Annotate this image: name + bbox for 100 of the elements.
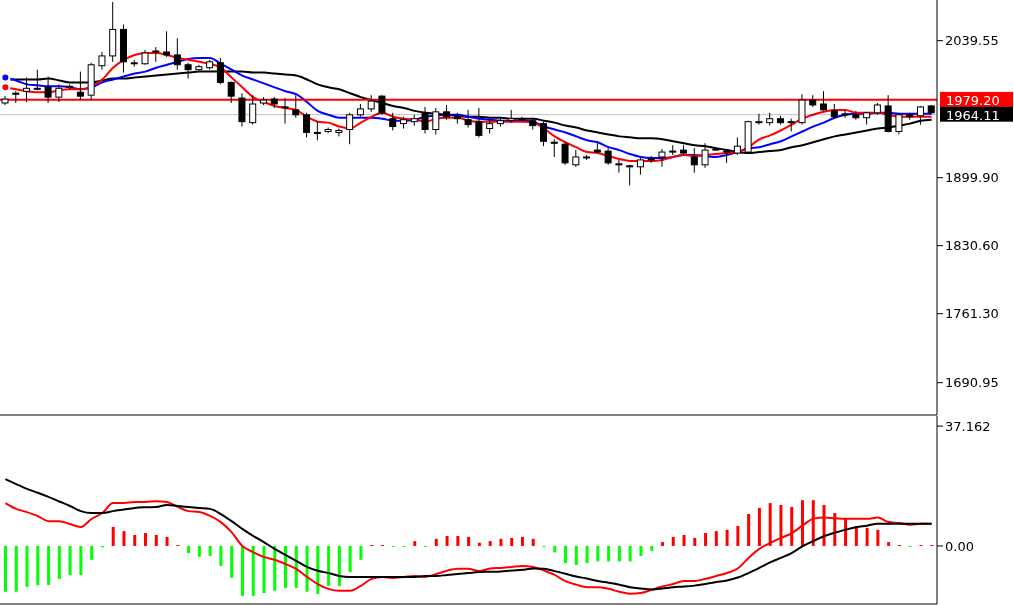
bar [111,526,115,546]
bar [574,545,578,565]
bar [704,533,708,546]
candlestick [281,97,289,125]
candlestick [421,106,429,134]
bar [456,535,460,546]
y-tick-label: 0.00 [945,538,974,554]
bar [585,545,589,564]
bar [564,545,568,564]
bar [413,541,417,546]
candlestick [475,107,483,138]
candlestick [561,141,569,166]
bar [553,545,557,553]
bar [607,545,611,562]
bar [682,534,686,546]
candlestick [163,30,171,58]
bar [725,529,729,546]
bar [262,545,266,594]
y-tick-label: 1690.95 [945,375,999,391]
candlestick [227,80,235,104]
candlestick [690,147,698,174]
bar [747,514,751,546]
y-tick-label: 2039.55 [945,33,999,49]
y-tick-label: 1761.30 [945,306,999,322]
candlestick [313,121,321,141]
candlestick [798,93,806,126]
candlestick [173,37,181,71]
bar [327,545,331,586]
bar [57,545,61,579]
bar [359,545,363,560]
bar [714,531,718,546]
bar [467,536,471,546]
y-tick-label: 37.162 [945,418,991,434]
candlestick [44,76,52,104]
bar [520,536,524,546]
candlestick [292,94,300,119]
bar [854,525,858,546]
bar [865,527,869,546]
candlestick [518,116,526,123]
bar [219,545,223,566]
bar [531,538,535,546]
candlestick [464,109,472,129]
candlestick [249,94,257,126]
candlestick [658,148,666,168]
bar [693,537,697,546]
bar [144,533,148,546]
bar [628,545,632,562]
bar [36,545,40,585]
bar [477,542,481,546]
bar [445,535,449,546]
candlestick [820,90,828,112]
bar [154,534,158,546]
bar [316,545,320,594]
bar [596,545,600,562]
bar [4,545,7,592]
candlestick [238,92,246,128]
bar [510,537,514,546]
bar [90,545,94,560]
bar [25,545,29,587]
candlestick [895,112,903,135]
candlestick [755,113,763,126]
line-series [4,478,933,591]
bar [197,545,201,557]
bar [876,529,880,546]
bar [617,545,621,562]
bar [14,545,18,592]
bar [47,545,51,585]
bar [639,545,643,556]
bar [240,545,244,596]
bar [187,545,191,554]
bar [779,505,783,546]
bar [757,507,761,546]
ref-line-label: 1979.20 [946,92,1000,108]
y-tick-label: 1899.90 [945,170,999,186]
bar [650,545,654,551]
bar [165,536,169,546]
bar [79,545,83,575]
bar [337,545,341,586]
ref-line-label: 1964.11 [946,107,1000,123]
bar [768,503,772,546]
bar [671,536,675,546]
candlestick [841,110,849,119]
bar [488,541,492,546]
bar [122,531,126,546]
candlestick [432,107,440,135]
bar [790,506,794,546]
bar [499,538,503,546]
bar [434,538,438,546]
bar [133,534,137,546]
y-tick-label: 1830.60 [945,238,999,254]
bar [68,545,72,575]
bar [348,545,352,573]
bar [736,525,740,546]
candlestick [346,112,354,145]
candlestick [303,112,311,138]
candlestick [540,121,548,147]
bar [273,545,277,591]
bar [887,542,891,546]
candlestick [23,77,31,103]
bar [230,545,234,578]
